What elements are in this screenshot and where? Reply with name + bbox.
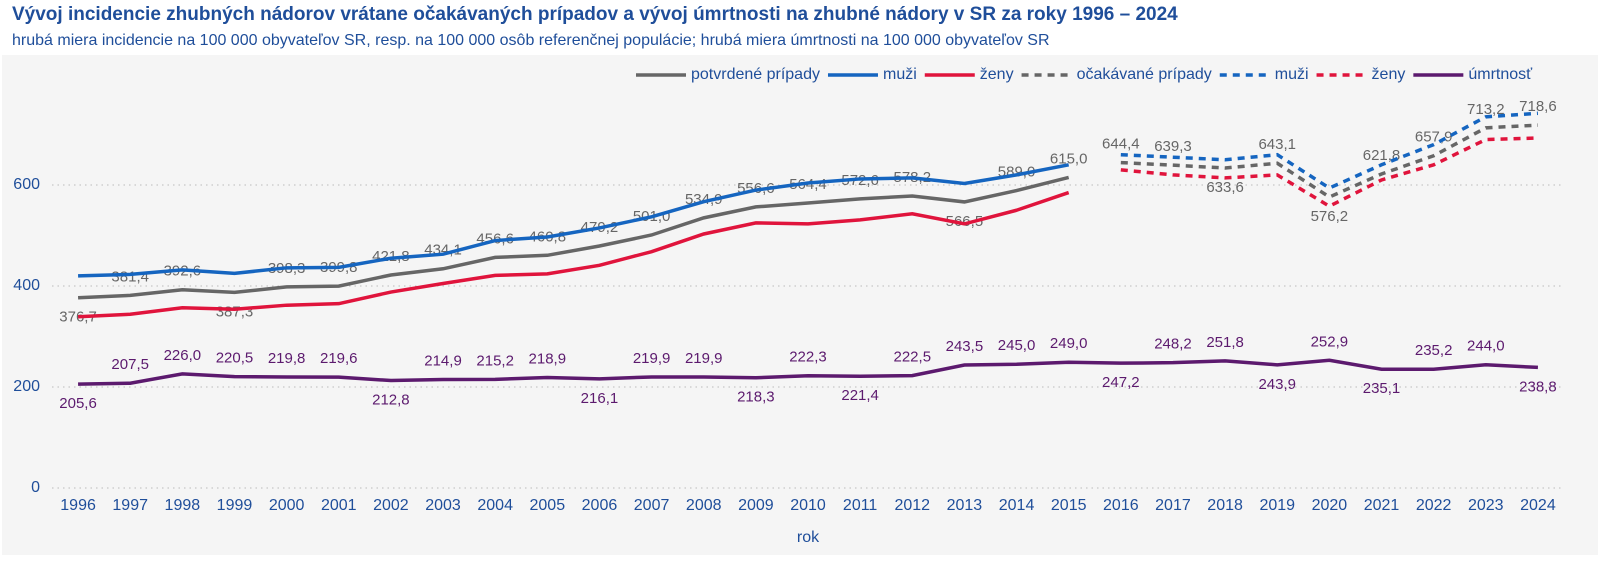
data-label: 251,8 [1206, 334, 1244, 351]
x-tick-label: 2007 [634, 497, 670, 514]
series-line [78, 358, 1539, 386]
chart-subtitle: hrubá miera incidencie na 100 000 obyvat… [12, 32, 1050, 49]
series-line [1120, 111, 1539, 191]
x-tick-label: 1996 [60, 497, 96, 514]
data-label: 220,5 [216, 350, 254, 367]
data-label: 212,8 [372, 392, 410, 409]
data-label: 252,9 [1311, 333, 1349, 350]
x-tick-label: 2021 [1364, 497, 1400, 514]
legend-label: ženy [980, 66, 1014, 83]
x-tick-label: 2008 [686, 497, 722, 514]
x-tick-label: 2006 [582, 497, 618, 514]
series-line [1120, 136, 1538, 209]
x-tick-label: 2019 [1259, 497, 1295, 514]
x-tick-label: 1997 [112, 497, 148, 514]
y-tick-label: 0 [31, 479, 40, 496]
chart-title: Vývoj incidencie zhubných nádorov vrátan… [12, 4, 1178, 25]
x-tick-label: 2013 [947, 497, 983, 514]
x-tick-label: 2003 [425, 497, 461, 514]
legend-label: muži [1275, 66, 1309, 83]
legend-label: muži [883, 66, 917, 83]
data-label: 633,6 [1206, 179, 1244, 196]
data-label: 218,9 [529, 350, 567, 367]
x-axis-title: rok [797, 529, 820, 546]
x-tick-label: 2009 [738, 497, 774, 514]
data-label: 238,8 [1519, 378, 1557, 395]
x-tick-label: 2015 [1051, 497, 1087, 514]
data-label: 226,0 [164, 347, 202, 364]
legend-label: očakávané prípady [1077, 66, 1212, 83]
series-line [1120, 123, 1539, 200]
x-tick-label: 2017 [1155, 497, 1191, 514]
data-label: 249,0 [1050, 335, 1088, 352]
data-label: 243,9 [1258, 376, 1296, 393]
legend-label: úmrtnosť [1468, 66, 1533, 83]
data-label: 222,3 [789, 349, 827, 366]
x-tick-label: 2001 [321, 497, 357, 514]
series-line [78, 163, 1070, 278]
x-tick-label: 2010 [790, 497, 826, 514]
y-tick-label: 200 [13, 378, 40, 395]
x-tick-label: 2024 [1520, 497, 1556, 514]
data-label: 215,2 [476, 352, 514, 369]
data-label: 243,5 [946, 338, 984, 355]
x-tick-label: 2002 [373, 497, 409, 514]
data-label: 615,0 [1050, 150, 1088, 167]
x-tick-label: 2004 [477, 497, 513, 514]
legend-label: potvrdené prípady [691, 66, 820, 83]
data-label: 219,8 [268, 350, 306, 367]
data-label: 247,2 [1102, 374, 1140, 391]
data-label: 219,9 [633, 350, 671, 367]
data-label: 235,2 [1415, 342, 1453, 359]
x-tick-label: 1999 [217, 497, 253, 514]
data-label: 376,7 [59, 309, 97, 326]
data-label: 244,0 [1467, 338, 1505, 355]
data-label: 207,5 [111, 356, 149, 373]
data-label: 221,4 [841, 387, 879, 404]
data-label: 718,6 [1519, 98, 1557, 115]
data-label: 644,4 [1102, 136, 1140, 153]
x-tick-label: 2022 [1416, 497, 1452, 514]
x-tick-label: 2020 [1312, 497, 1348, 514]
data-label: 566,5 [946, 213, 984, 230]
y-tick-label: 600 [13, 176, 40, 193]
x-tick-label: 2018 [1207, 497, 1243, 514]
data-label: 222,5 [894, 349, 932, 366]
data-label: 245,0 [998, 337, 1036, 354]
x-tick-label: 2011 [843, 497, 878, 514]
data-label: 219,6 [320, 350, 358, 367]
data-label: 248,2 [1154, 336, 1192, 353]
data-label: 218,3 [737, 389, 775, 406]
data-label: 657,9 [1415, 129, 1453, 146]
x-tick-label: 2023 [1468, 497, 1504, 514]
x-tick-label: 2000 [269, 497, 305, 514]
data-label: 216,1 [581, 390, 619, 407]
x-tick-label: 2016 [1103, 497, 1139, 514]
legend-label: ženy [1372, 66, 1406, 83]
y-tick-label: 400 [13, 277, 40, 294]
data-label: 235,1 [1363, 380, 1401, 397]
data-label: 219,9 [685, 350, 723, 367]
data-label: 387,3 [216, 303, 254, 320]
data-label: 576,2 [1311, 208, 1349, 225]
series-line [77, 175, 1070, 300]
data-label: 639,3 [1154, 138, 1192, 155]
data-label: 713,2 [1467, 101, 1505, 118]
x-tick-label: 2005 [530, 497, 566, 514]
x-tick-label: 2012 [894, 497, 930, 514]
data-label: 214,9 [424, 352, 462, 369]
data-label: 381,4 [111, 268, 149, 285]
series-line [77, 190, 1070, 319]
data-label: 205,6 [59, 395, 97, 412]
data-label: 643,1 [1258, 136, 1296, 153]
x-tick-label: 1998 [165, 497, 201, 514]
x-tick-label: 2014 [999, 497, 1035, 514]
